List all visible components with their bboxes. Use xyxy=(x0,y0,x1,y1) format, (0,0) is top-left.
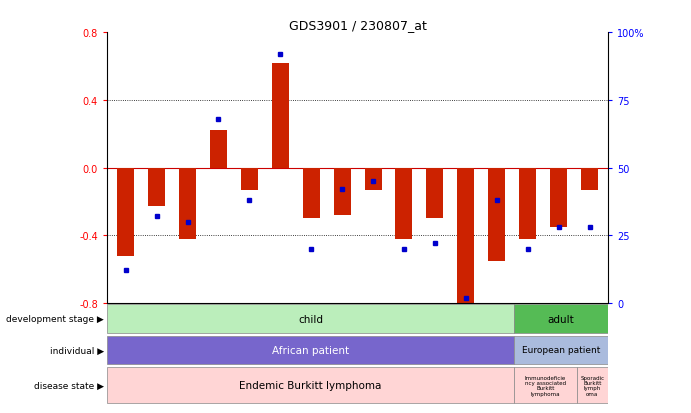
Bar xyxy=(303,168,320,219)
Bar xyxy=(426,168,444,219)
Bar xyxy=(365,168,381,190)
Bar xyxy=(514,336,608,364)
Bar xyxy=(550,168,567,227)
Text: disease state ▶: disease state ▶ xyxy=(34,381,104,390)
Bar xyxy=(514,367,577,403)
Bar xyxy=(117,168,134,256)
Bar xyxy=(272,64,289,168)
Text: Sporadic
Burkitt
lymph
oma: Sporadic Burkitt lymph oma xyxy=(580,375,605,396)
Bar xyxy=(457,168,474,306)
Text: Endemic Burkitt lymphoma: Endemic Burkitt lymphoma xyxy=(240,380,382,390)
Bar xyxy=(107,336,514,364)
Bar xyxy=(210,131,227,168)
Text: European patient: European patient xyxy=(522,346,600,355)
Bar xyxy=(577,367,608,403)
Bar xyxy=(489,168,505,261)
Text: adult: adult xyxy=(548,314,574,324)
Text: African patient: African patient xyxy=(272,345,349,355)
Text: Immunodeficie
ncy associated
Burkitt
lymphoma: Immunodeficie ncy associated Burkitt lym… xyxy=(525,375,566,396)
Bar xyxy=(519,168,536,239)
Bar xyxy=(334,168,350,216)
Text: child: child xyxy=(298,314,323,324)
Title: GDS3901 / 230807_at: GDS3901 / 230807_at xyxy=(289,19,426,32)
Bar xyxy=(514,304,608,333)
Text: individual ▶: individual ▶ xyxy=(50,346,104,355)
Bar xyxy=(148,168,165,207)
Bar xyxy=(581,168,598,190)
Bar xyxy=(107,304,514,333)
Bar xyxy=(241,168,258,190)
Text: development stage ▶: development stage ▶ xyxy=(6,314,104,323)
Bar xyxy=(395,168,413,239)
Bar xyxy=(107,367,514,403)
Bar xyxy=(179,168,196,239)
